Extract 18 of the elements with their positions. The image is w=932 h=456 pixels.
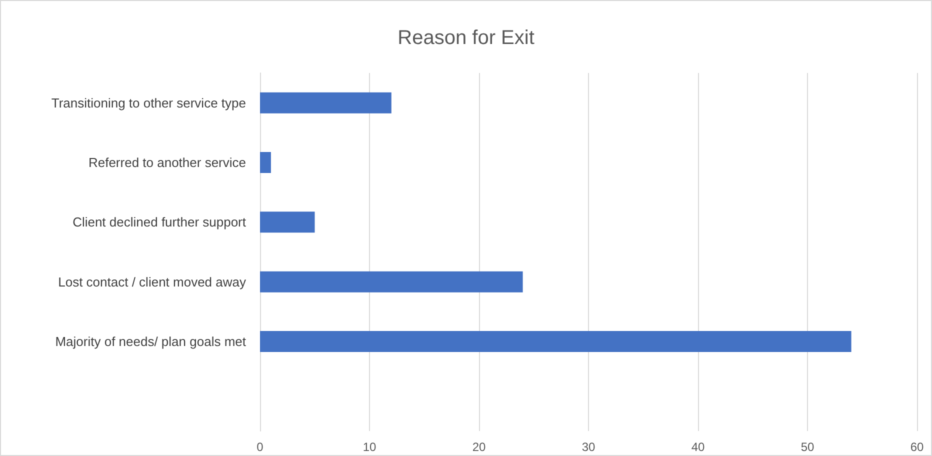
x-tick-label: 30 — [582, 440, 596, 454]
y-tick-label: Referred to another service — [88, 155, 246, 170]
bar — [260, 271, 523, 292]
bar — [260, 92, 392, 114]
x-tick-label: 20 — [472, 440, 486, 454]
x-tick-label: 10 — [362, 440, 376, 454]
x-tick-label: 0 — [256, 440, 264, 454]
bar — [260, 331, 852, 352]
y-tick-label: Majority of needs/ plan goals met — [55, 334, 246, 349]
y-tick-label: Transitioning to other service type — [51, 95, 246, 110]
bar — [260, 152, 271, 173]
x-tick-label: 60 — [910, 440, 924, 454]
x-tick-label: 40 — [691, 440, 705, 454]
x-tick-label: 50 — [800, 440, 814, 454]
y-tick-label: Lost contact / client moved away — [58, 274, 246, 290]
bar — [260, 212, 315, 233]
y-tick-label: Client declined further support — [72, 214, 246, 230]
chart-title: Reason for Exit — [398, 27, 535, 49]
